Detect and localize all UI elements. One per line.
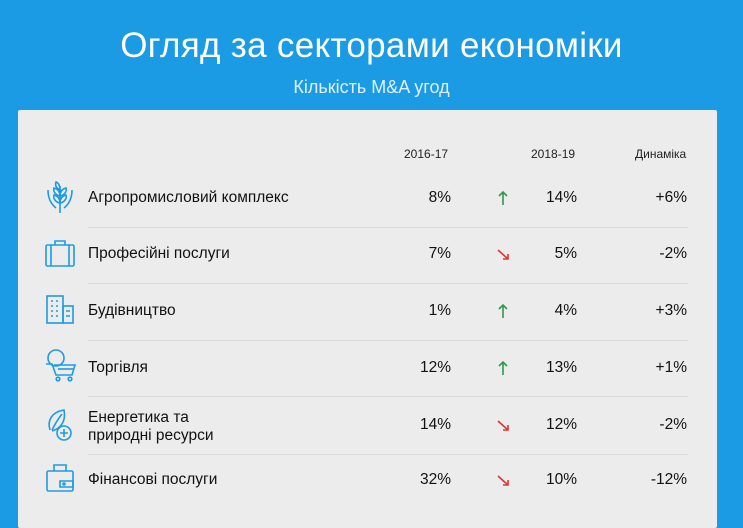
leaf-icon [44, 406, 76, 441]
sector-table: 2016-17 2018-19 Динаміка Агропромисловий… [18, 110, 717, 528]
row-divider [88, 227, 688, 228]
share-2018-19: 12% [545, 416, 577, 433]
table-row: Агропромисловий комплекс 8% 14% +6% [18, 180, 717, 220]
change-value: -12% [650, 471, 687, 488]
sector-name: Професійні послуги [88, 245, 230, 262]
share-2018-19: 4% [554, 302, 577, 319]
building-icon [44, 293, 76, 325]
table-row: Професійні послуги 7% 5% -2% [18, 236, 717, 276]
shopping-cart-icon [44, 348, 77, 382]
table-row: Фінансові послуги 32% 10% -12% [18, 462, 717, 502]
sector-name: Фінансові послуги [88, 471, 218, 488]
sector-name: Агропромисловий комплекс [88, 189, 289, 206]
change-value: +6% [655, 189, 687, 206]
share-2018-19: 10% [545, 471, 577, 488]
table-row: Будівництво 1% 4% +3% [18, 293, 717, 333]
sector-name: Будівництво [88, 302, 176, 319]
page-title: Огляд за секторами економіки [120, 26, 623, 65]
table-row: Торгівля 12% 13% +1% [18, 348, 717, 388]
up-arrow-icon [496, 303, 510, 319]
share-2016-17: 7% [428, 245, 451, 262]
down-arrow-icon [496, 417, 510, 433]
share-2018-19: 13% [545, 359, 577, 376]
row-divider [88, 283, 688, 284]
down-arrow-icon [496, 472, 510, 488]
column-header-2016-17: 2016-17 [404, 147, 449, 161]
change-value: +3% [655, 302, 687, 319]
change-value: -2% [659, 245, 687, 262]
sector-name-line-2: природні ресурси [88, 427, 214, 444]
sector-name: Енергетика та природні ресурси [88, 409, 214, 445]
share-2016-17: 8% [428, 189, 451, 206]
row-divider [88, 340, 688, 341]
row-divider [88, 396, 688, 397]
share-2016-17: 1% [428, 302, 451, 319]
change-value: -2% [659, 416, 687, 433]
share-2016-17: 14% [419, 416, 451, 433]
sector-name: Торгівля [88, 359, 148, 376]
share-2018-19: 14% [545, 189, 577, 206]
sector-name-line-1: Енергетика та [88, 409, 189, 426]
share-2016-17: 32% [419, 471, 451, 488]
page-subtitle: Кількість M&A угод [293, 77, 450, 97]
wheat-icon [44, 180, 76, 213]
share-2018-19: 5% [554, 245, 577, 262]
column-header-2018-19: 2018-19 [531, 147, 576, 161]
row-divider [88, 454, 688, 455]
up-arrow-icon [496, 360, 510, 376]
down-arrow-icon [496, 246, 510, 262]
table-row: Енергетика та природні ресурси 14% 12% -… [18, 404, 717, 448]
wallet-icon [44, 462, 76, 494]
column-header-change: Динаміка [635, 147, 687, 161]
change-value: +1% [655, 359, 687, 376]
up-arrow-icon [496, 190, 510, 206]
share-2016-17: 12% [419, 359, 451, 376]
briefcase-icon [44, 238, 76, 270]
